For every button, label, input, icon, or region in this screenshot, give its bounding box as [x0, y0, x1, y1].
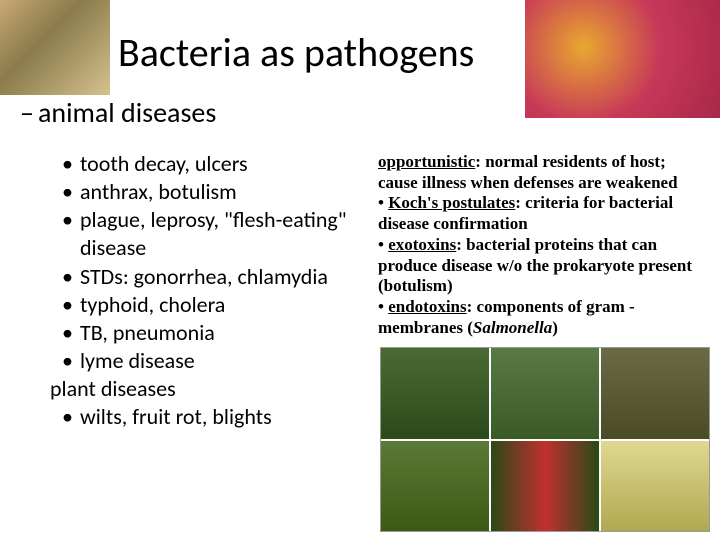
left-column: •tooth decay, ulcers •anthrax, botulism … [62, 150, 362, 432]
slide-title: Bacteria as pathogens [118, 28, 474, 77]
term-endotoxins: endotoxins [388, 297, 466, 316]
list-item: •anthrax, botulism [62, 178, 362, 206]
list-subheading: plant diseases [50, 375, 362, 403]
bacteria-sem-image-top-left [0, 0, 110, 95]
slide-subtitle: –animal diseases [20, 95, 216, 130]
list-item: •TB, pneumonia [62, 319, 362, 347]
plant-disease-grid-image [380, 347, 710, 532]
def-endotoxins-b: ) [552, 318, 558, 337]
list-item: •tooth decay, ulcers [62, 150, 362, 178]
list-item: •wilts, fruit rot, blights [62, 403, 362, 431]
bacteria-sem-image-top-right [525, 0, 720, 118]
term-opportunistic: opportunistic [378, 152, 475, 171]
list-item: •plague, leprosy, "flesh-eating" disease [62, 206, 362, 262]
subtitle-text: animal diseases [38, 95, 216, 130]
list-item: •typhoid, cholera [62, 291, 362, 319]
term-kochs-postulates: Koch's postulates [388, 193, 515, 212]
def-endotoxins-italic: Salmonella [473, 318, 552, 337]
right-column: opportunistic: normal residents of host;… [378, 152, 708, 339]
list-item: •lyme disease [62, 347, 362, 375]
list-item: •STDs: gonorrhea, chlamydia [62, 263, 362, 291]
subtitle-dash: – [20, 95, 38, 130]
term-exotoxins: exotoxins [388, 235, 456, 254]
